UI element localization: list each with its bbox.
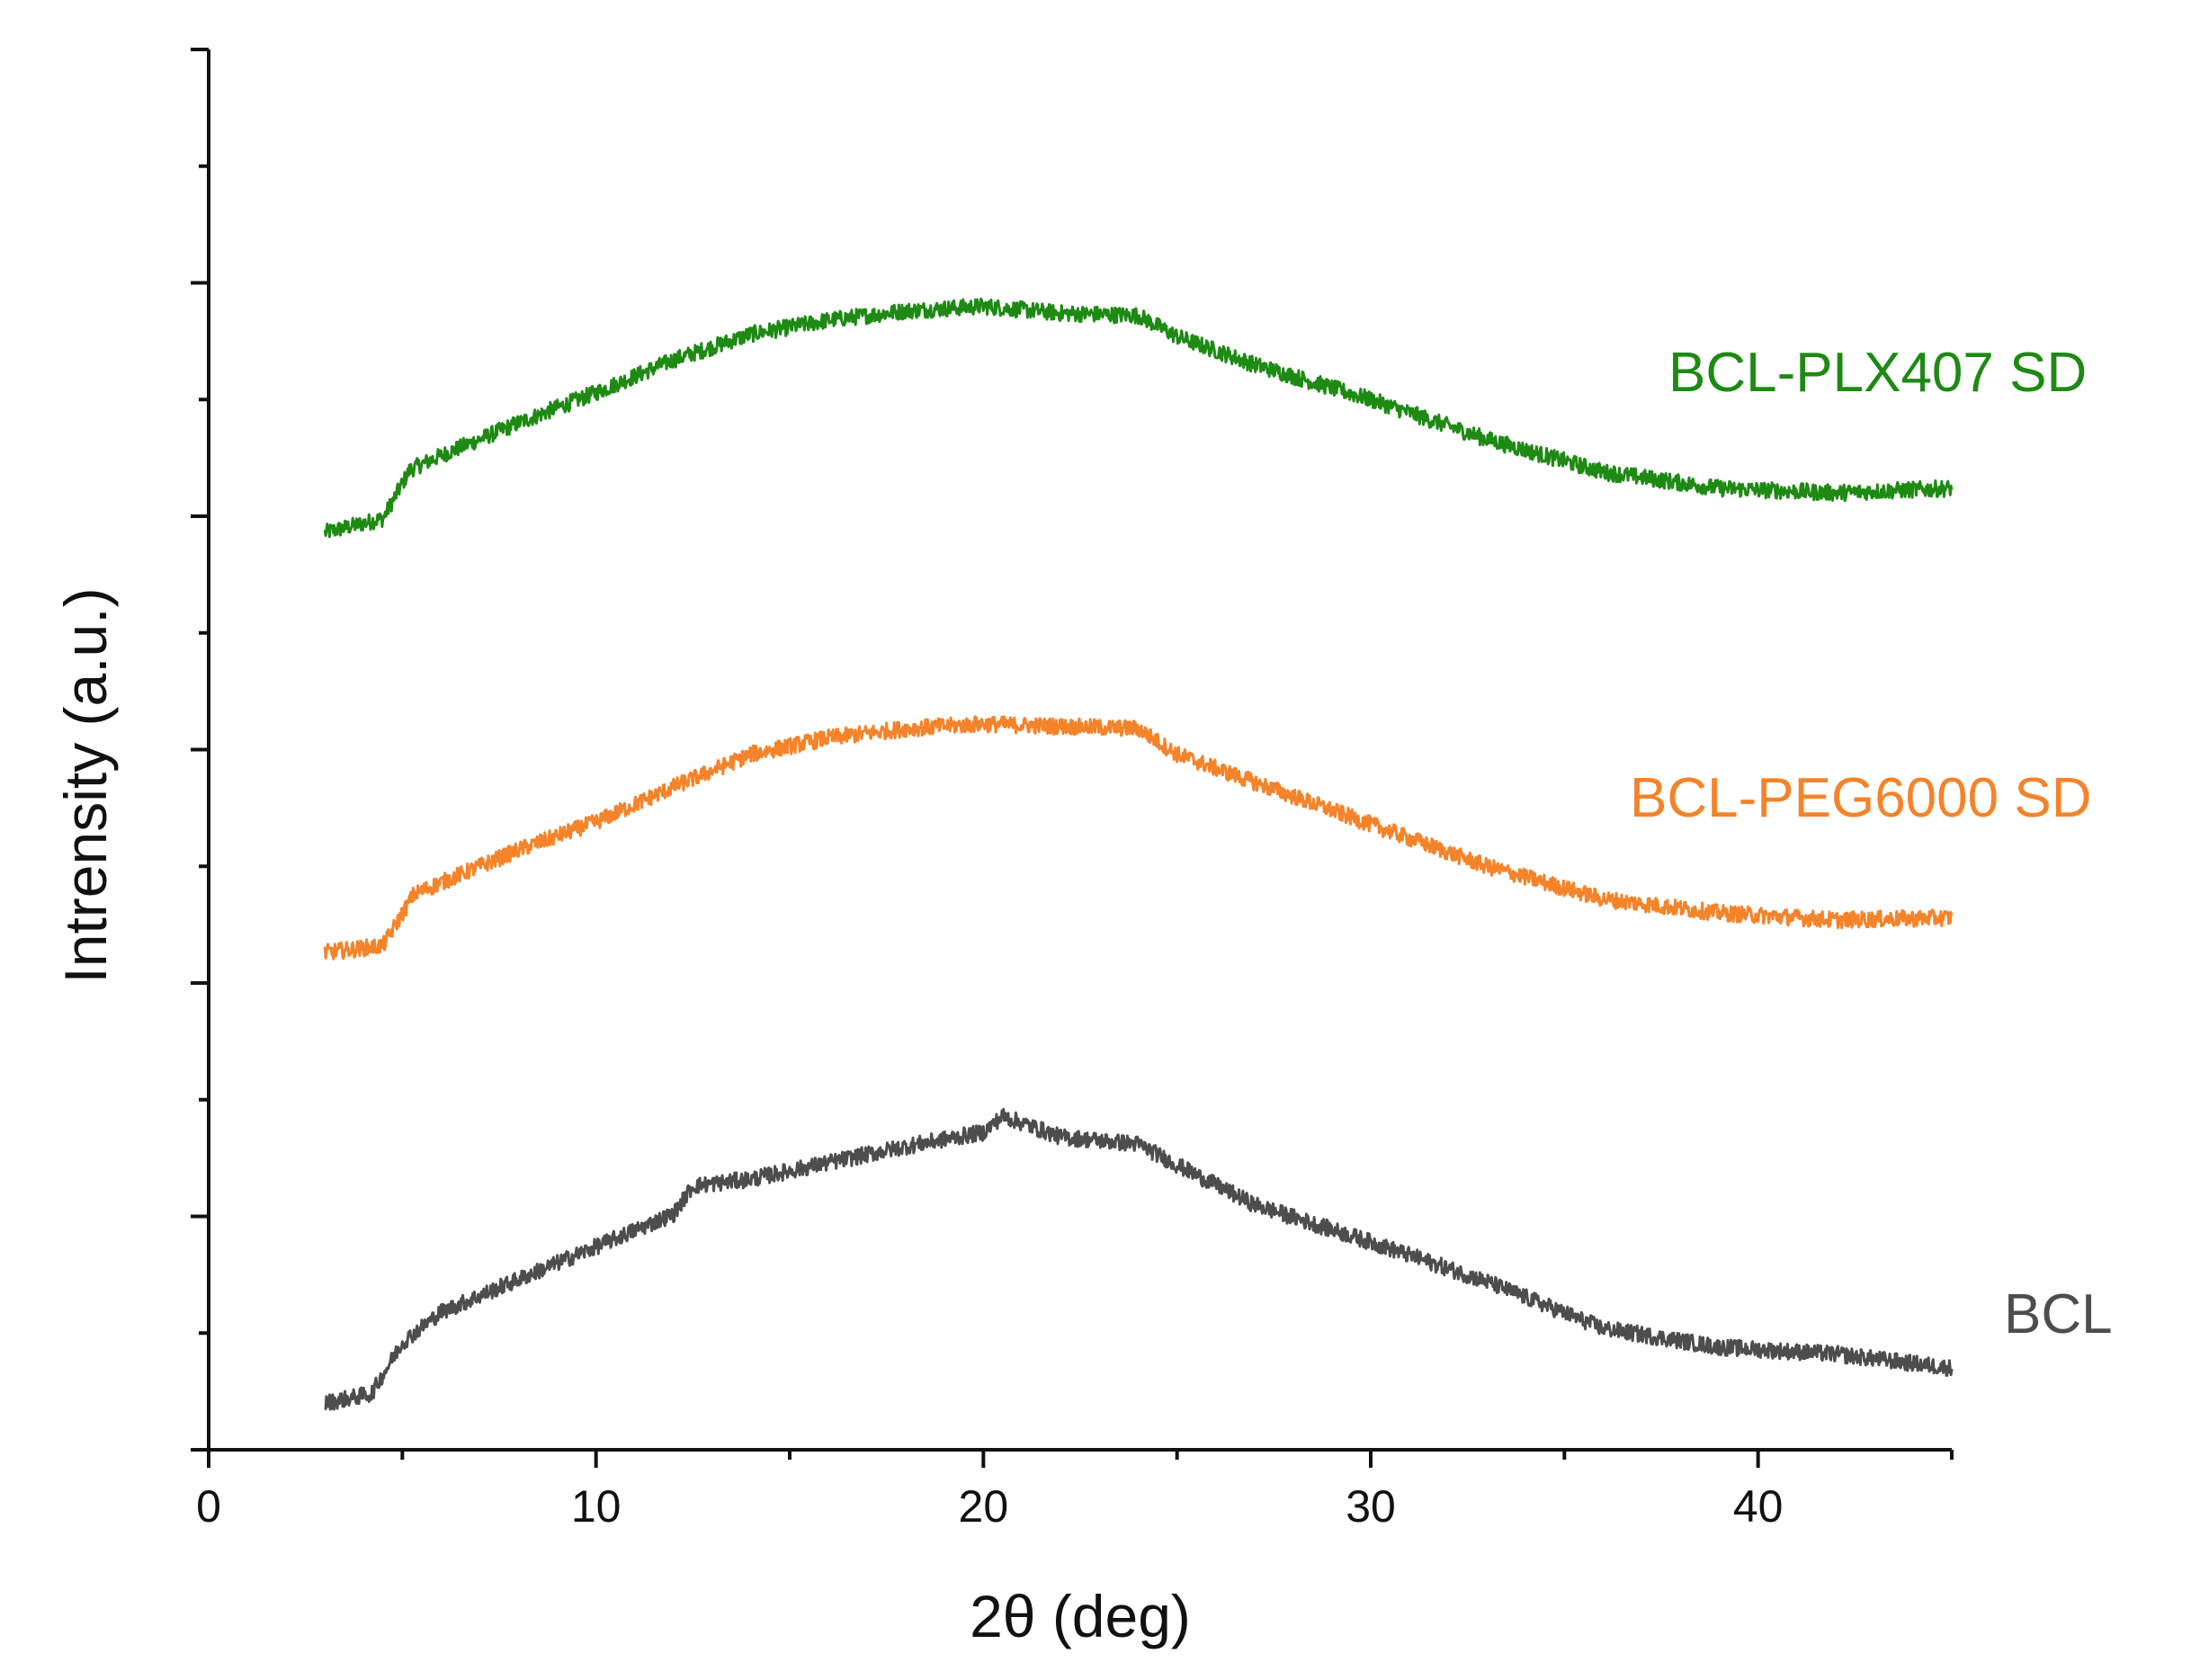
y-axis-title: Intrensity (a.u.) bbox=[52, 587, 119, 983]
x-tick-label: 20 bbox=[959, 1481, 1009, 1532]
plot-area: 0 10 20 30 40 bbox=[191, 48, 1954, 1532]
series-lines bbox=[323, 297, 1954, 1411]
series-line-bcl-plx407-sd bbox=[323, 297, 1954, 539]
x-axis-ticks: 0 10 20 30 40 bbox=[196, 1450, 1954, 1532]
x-tick-label: 0 bbox=[196, 1481, 221, 1532]
series-line-bcl-peg6000-sd bbox=[323, 715, 1954, 961]
x-tick-label: 40 bbox=[1733, 1481, 1784, 1532]
series-labels: BCL-PLX407 SD BCL-PEG6000 SD BCL bbox=[1630, 342, 2113, 1345]
x-tick-label: 10 bbox=[571, 1481, 622, 1532]
x-tick-label: 30 bbox=[1346, 1481, 1396, 1532]
series-line-bcl bbox=[324, 1107, 1954, 1411]
series-label: BCL bbox=[2004, 1283, 2113, 1345]
series-label: BCL-PEG6000 SD bbox=[1630, 767, 2091, 829]
x-axis-title: 2θ (deg) bbox=[970, 1583, 1191, 1649]
series-label: BCL-PLX407 SD bbox=[1668, 342, 2087, 404]
y-axis-ticks bbox=[191, 48, 209, 1452]
